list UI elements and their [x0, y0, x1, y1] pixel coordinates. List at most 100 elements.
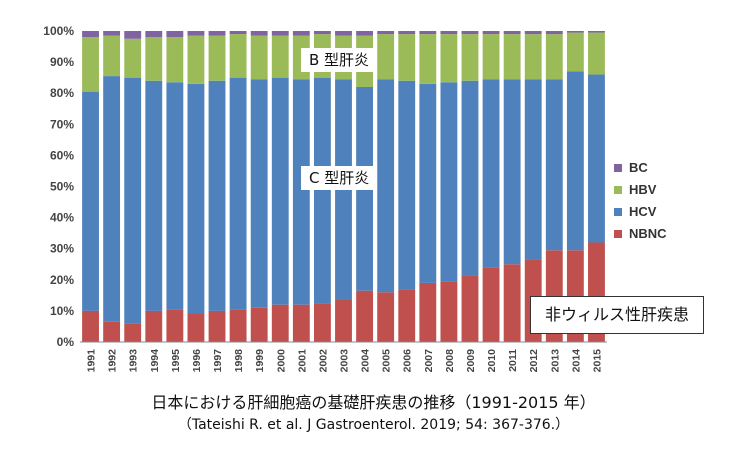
bar-bc-2014: [566, 31, 584, 33]
bar-bc-2006: [398, 31, 416, 35]
bar-hbv-1995: [166, 37, 184, 83]
bar-bc-2011: [503, 31, 521, 35]
legend-label-hcv: HCV: [629, 204, 657, 219]
x-tick-label: 1991: [86, 349, 98, 373]
bar-bc-2015: [588, 31, 605, 33]
legend-swatch-hbv: [614, 186, 622, 194]
bar-hcv-2011: [503, 79, 521, 265]
bar-hcv-2009: [461, 80, 479, 276]
bar-hcv-2008: [440, 82, 458, 282]
y-tick-label: 40%: [50, 211, 74, 225]
y-tick-label: 60%: [50, 148, 74, 162]
bar-hbv-1998: [229, 34, 247, 78]
bar-bc-2008: [440, 31, 458, 35]
y-tick-label: 80%: [50, 86, 74, 100]
bar-hcv-2005: [377, 79, 395, 293]
bar-nbnc-2011: [503, 264, 521, 342]
x-tick-label: 1999: [254, 349, 266, 373]
bar-hcv-2006: [398, 80, 416, 290]
bar-hcv-2007: [419, 83, 437, 283]
y-tick-label: 0%: [57, 335, 75, 349]
bar-group: [82, 31, 605, 343]
bar-hbv-2011: [503, 34, 521, 80]
x-tick-label: 2015: [591, 349, 603, 373]
bar-hbv-1993: [124, 38, 142, 78]
bar-nbnc-2003: [335, 300, 352, 342]
bar-hcv-1994: [145, 80, 163, 311]
x-tick-label: 2012: [528, 349, 540, 373]
bar-bc-2012: [524, 31, 542, 35]
bar-hcv-1995: [166, 82, 184, 310]
bar-bc-2010: [482, 31, 500, 35]
bar-bc-2002: [313, 31, 331, 35]
x-tick-label: 2001: [296, 349, 308, 373]
x-tick-label: 1998: [233, 349, 245, 373]
x-tick-label: 1993: [128, 349, 140, 373]
bar-hcv-2000: [271, 77, 289, 305]
bar-hcv-1998: [229, 77, 247, 310]
bar-bc-1999: [250, 31, 268, 36]
figure-caption: 日本における肝細胞癌の基礎肝疾患の推移（1991-2015 年）: [151, 393, 596, 412]
bar-hbv-1991: [82, 37, 99, 92]
bar-hbv-2009: [461, 34, 479, 81]
legend: BC HBV HCV NBNC: [614, 160, 667, 241]
bar-hbv-2008: [440, 34, 458, 83]
x-tick-label: 1994: [149, 349, 161, 373]
legend-swatch-nbnc: [614, 230, 622, 238]
bar-hbv-2014: [566, 32, 584, 72]
y-tick-label: 90%: [50, 55, 74, 69]
bar-hcv-1997: [208, 80, 226, 311]
bar-bc-2003: [335, 31, 352, 36]
bar-bc-2005: [377, 31, 395, 35]
bar-bc-2013: [545, 31, 563, 35]
bar-hcv-1992: [103, 76, 121, 322]
bar-hcv-2014: [566, 71, 584, 251]
axes: 0% 10% 20% 30% 40% 50% 60% 70% 80% 90% 100% 1991 199…: [43, 24, 607, 372]
bar-bc-2001: [292, 31, 310, 36]
bar-bc-2000: [271, 31, 289, 36]
bar-hcv-2010: [482, 79, 500, 268]
bar-nbnc-1999: [250, 307, 268, 342]
x-tick-label: 2007: [423, 349, 435, 373]
bar-hcv-1999: [250, 79, 268, 308]
y-tick-label: 20%: [50, 273, 74, 287]
bar-hbv-2012: [524, 34, 542, 80]
bar-nbnc-1994: [145, 310, 163, 342]
bar-hcv-2001: [292, 79, 310, 305]
bar-hbv-2006: [398, 34, 416, 81]
x-tick-label: 2005: [381, 349, 393, 373]
bar-nbnc-1995: [166, 309, 184, 342]
x-tick-label: 2009: [465, 349, 477, 373]
bar-hbv-2013: [545, 34, 563, 80]
bar-nbnc-2008: [440, 281, 458, 342]
y-tick-label: 100%: [43, 24, 74, 38]
bar-hbv-2010: [482, 34, 500, 80]
y-tick-label: 50%: [50, 180, 74, 194]
annotation-hcv: C 型肝炎: [301, 166, 378, 190]
bar-nbnc-1992: [103, 321, 121, 342]
bar-bc-1991: [82, 31, 99, 38]
y-tick-label: 10%: [50, 304, 74, 318]
bar-hcv-2015: [588, 74, 605, 243]
bar-hcv-2002: [313, 77, 331, 304]
bar-nbnc-2002: [313, 303, 331, 343]
bar-hcv-1993: [124, 77, 142, 324]
x-tick-label: 2002: [317, 349, 329, 373]
bar-bc-2007: [419, 31, 437, 35]
bar-nbnc-2007: [419, 282, 437, 342]
bar-bc-2009: [461, 31, 479, 35]
y-tick-label: 30%: [50, 242, 74, 256]
x-tick-label: 1992: [107, 349, 119, 373]
bar-bc-1992: [103, 31, 121, 36]
bar-hbv-1996: [187, 35, 205, 84]
x-tick-label: 1996: [191, 349, 203, 373]
bar-nbnc-1993: [124, 323, 142, 342]
x-tick-label: 2010: [486, 349, 498, 373]
legend-swatch-hcv: [614, 208, 622, 216]
bar-hbv-1994: [145, 37, 163, 81]
x-tick-label: 2000: [275, 349, 287, 373]
x-tick-label: 2004: [360, 349, 372, 373]
bar-nbnc-2000: [271, 304, 289, 342]
bar-hcv-2012: [524, 79, 542, 260]
bar-hcv-1996: [187, 83, 205, 315]
